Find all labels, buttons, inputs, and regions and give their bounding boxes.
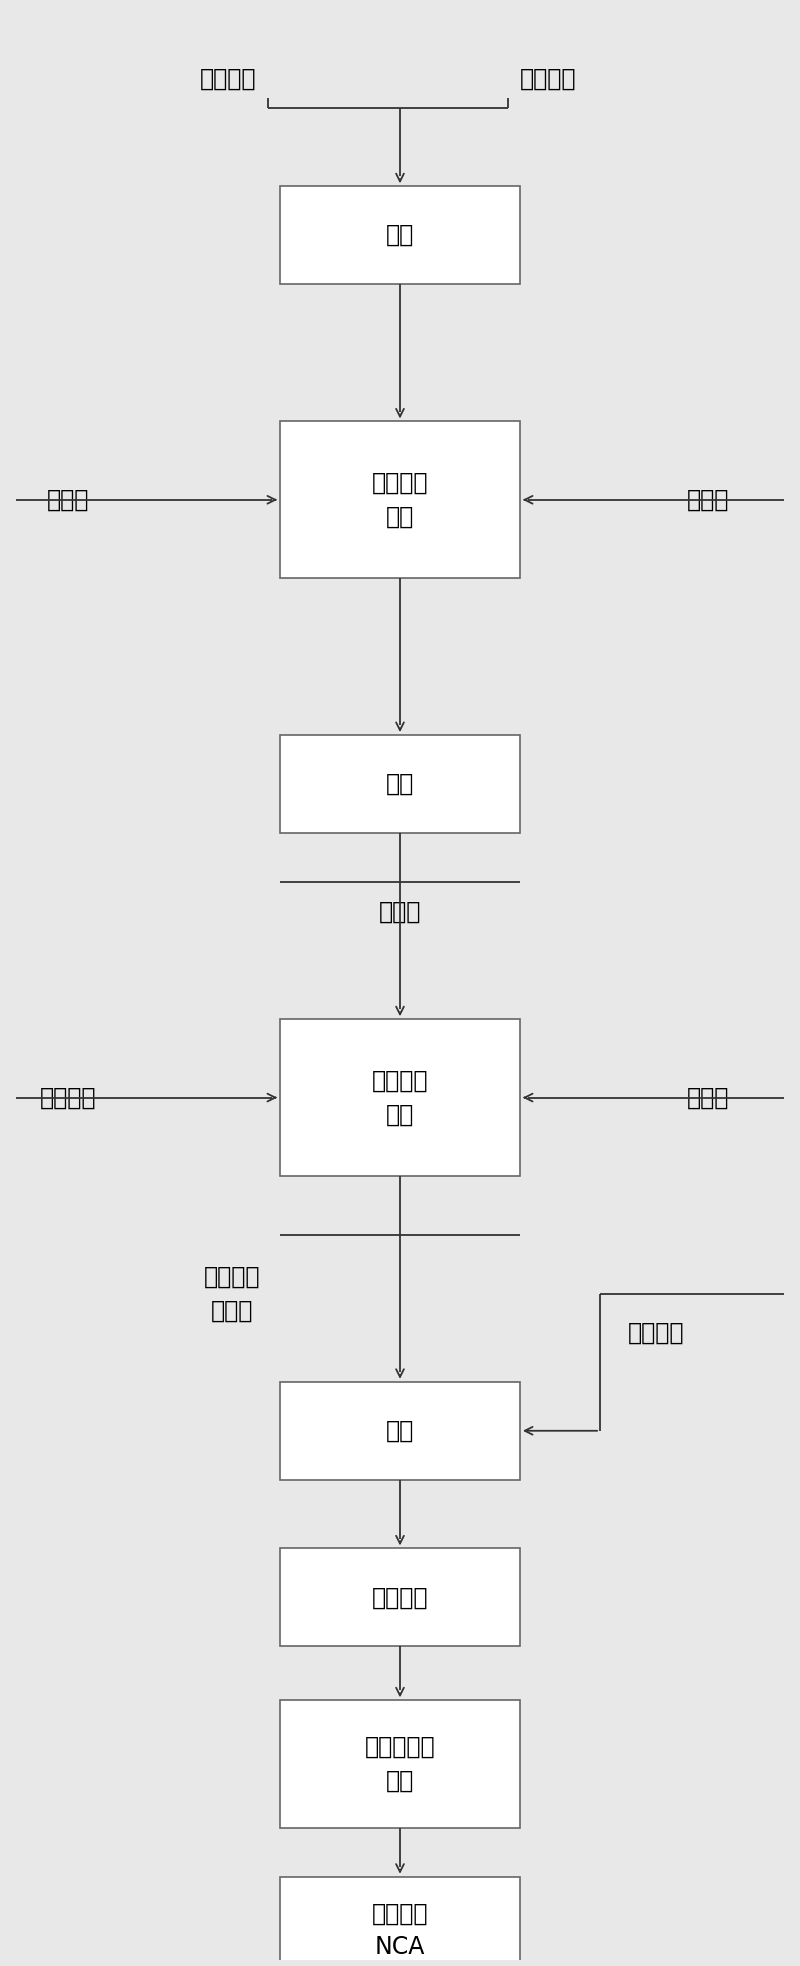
- Text: 固体料: 固体料: [379, 898, 421, 924]
- Text: 一次沉淀
反应: 一次沉淀 反应: [372, 472, 428, 529]
- Text: 洗涤: 洗涤: [386, 773, 414, 796]
- Text: 破碎及后续
处理: 破碎及后续 处理: [365, 1736, 435, 1793]
- Text: 沉淀剂: 沉淀剂: [687, 1085, 729, 1109]
- Text: 铝盐溶液: 铝盐溶液: [40, 1085, 96, 1109]
- Bar: [280, 1382, 520, 1480]
- Bar: [280, 421, 520, 578]
- Text: 二次沉淀
反应: 二次沉淀 反应: [372, 1070, 428, 1127]
- Bar: [280, 1549, 520, 1646]
- Text: 镍盐溶液: 镍盐溶液: [200, 67, 256, 90]
- Bar: [280, 187, 520, 285]
- Text: 络合剂: 络合剂: [687, 488, 729, 511]
- Text: 钴盐溶液: 钴盐溶液: [520, 67, 576, 90]
- Bar: [280, 1018, 520, 1176]
- Bar: [280, 1701, 520, 1828]
- Text: 混合: 混合: [386, 1419, 414, 1443]
- Text: 两段烧结: 两段烧结: [372, 1585, 428, 1610]
- Bar: [280, 735, 520, 834]
- Text: 混合: 混合: [386, 224, 414, 248]
- Text: 沉淀剂: 沉淀剂: [47, 488, 89, 511]
- Text: 正极材料
NCA: 正极材料 NCA: [372, 1901, 428, 1960]
- Text: 正极材料
前驱体: 正极材料 前驱体: [204, 1264, 260, 1323]
- Text: 锂源材料: 锂源材料: [628, 1321, 684, 1345]
- Bar: [280, 1878, 520, 1966]
